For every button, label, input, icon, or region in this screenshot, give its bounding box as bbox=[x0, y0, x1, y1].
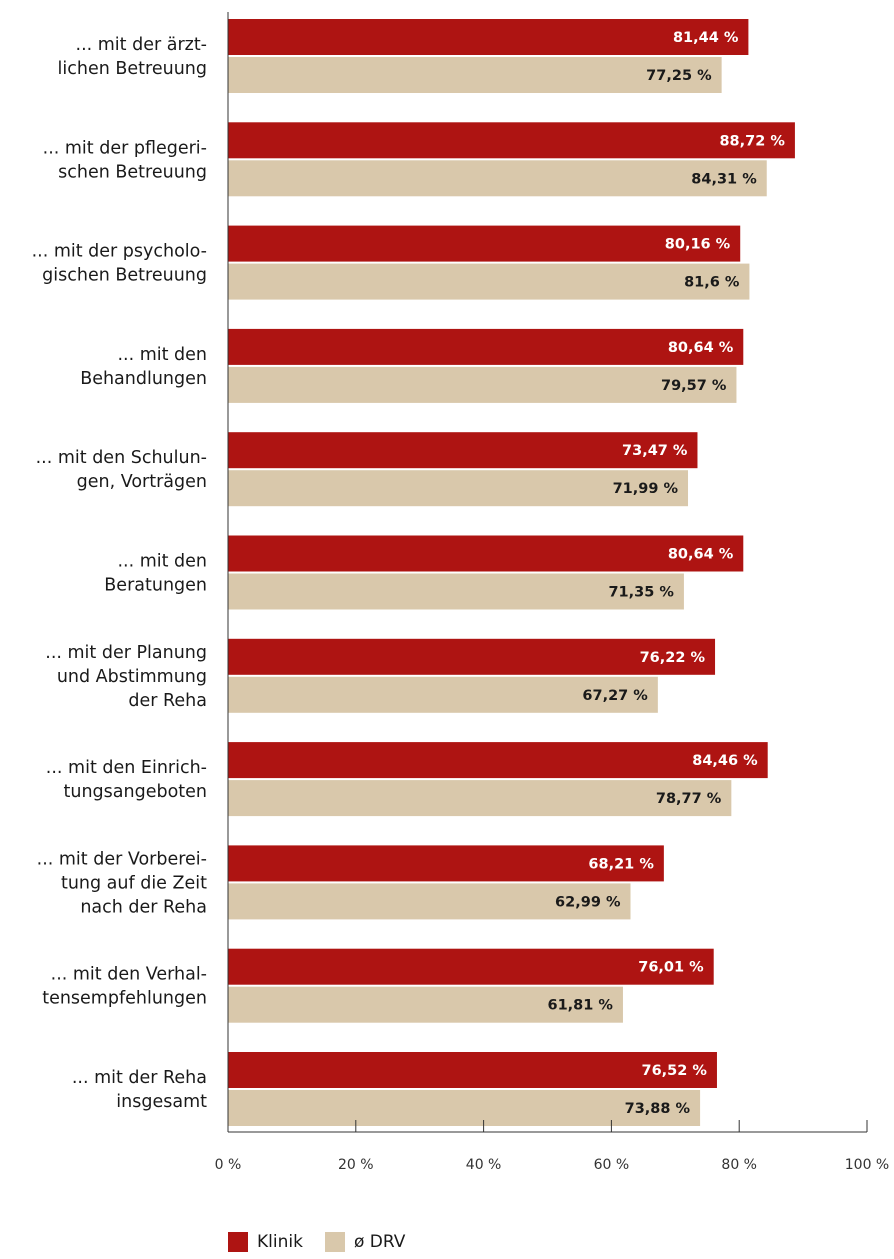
value-label-drv-10: 61,81 % bbox=[548, 998, 614, 1014]
bar-chart: 81,44 % 77,25 % ... mit der ärzt-lichen Be… bbox=[32, 12, 889, 1173]
category-label-5-line-1: ... mit den Schulun- bbox=[36, 448, 207, 468]
bar-klinik-2 bbox=[228, 122, 795, 159]
bar-klinik-8 bbox=[228, 742, 768, 779]
category-label-9-line-2: tung auf die Zeit bbox=[61, 873, 207, 893]
bar-drv-4 bbox=[228, 366, 737, 403]
category-label-3-line-2: gischen Betreuung bbox=[42, 266, 207, 286]
x-tick-label-100: 100 % bbox=[845, 1157, 889, 1173]
category-label-2-line-2: schen Betreuung bbox=[58, 162, 207, 182]
category-label-4-line-1: ... mit den bbox=[117, 345, 207, 365]
value-label-klinik-6: 80,64 % bbox=[668, 547, 734, 563]
value-label-klinik-7: 76,22 % bbox=[640, 650, 706, 666]
category-label-2-line-1: ... mit der pflegeri- bbox=[43, 138, 207, 158]
bar-drv-5 bbox=[228, 470, 689, 507]
bar-drv-8 bbox=[228, 780, 732, 817]
bar-drv-6 bbox=[228, 573, 684, 610]
bar-drv-11 bbox=[228, 1090, 701, 1126]
bar-drv-7 bbox=[228, 676, 658, 713]
value-label-klinik-10: 76,01 % bbox=[638, 960, 704, 976]
value-label-drv-9: 62,99 % bbox=[555, 894, 621, 910]
bar-klinik-10 bbox=[228, 948, 714, 985]
bar-klinik-5 bbox=[228, 432, 698, 469]
x-tick-label-60: 60 % bbox=[594, 1157, 630, 1173]
value-label-klinik-9: 68,21 % bbox=[588, 856, 654, 872]
category-label-7-line-3: der Reha bbox=[128, 691, 207, 711]
value-label-klinik-11: 76,52 % bbox=[642, 1063, 708, 1079]
category-label-6-line-1: ... mit den bbox=[117, 552, 207, 572]
legend-label-klinik: Klinik bbox=[257, 1232, 303, 1252]
bar-klinik-9 bbox=[228, 845, 664, 882]
category-label-3-line-1: ... mit der psycholo- bbox=[32, 242, 207, 262]
bar-klinik-11 bbox=[228, 1052, 717, 1088]
category-label-7-line-2: und Abstimmung bbox=[57, 667, 207, 687]
bar-klinik-7 bbox=[228, 638, 716, 675]
value-label-klinik-3: 80,16 % bbox=[665, 237, 731, 253]
legend: Klinik ø DRV bbox=[228, 1232, 427, 1252]
category-label-8-line-1: ... mit den Einrich- bbox=[46, 758, 207, 778]
value-label-drv-4: 79,57 % bbox=[661, 378, 727, 394]
value-label-drv-5: 71,99 % bbox=[613, 481, 679, 497]
value-label-drv-7: 67,27 % bbox=[582, 688, 648, 704]
value-label-drv-2: 84,31 % bbox=[691, 171, 757, 187]
value-label-drv-11: 73,88 % bbox=[625, 1101, 691, 1117]
legend-swatch-klinik bbox=[228, 1232, 248, 1252]
category-label-10-line-1: ... mit den Verhal- bbox=[51, 965, 207, 985]
value-label-drv-3: 81,6 % bbox=[684, 275, 740, 291]
category-label-6-line-2: Beratungen bbox=[104, 576, 207, 596]
category-label-5-line-2: gen, Vorträgen bbox=[77, 472, 207, 492]
bar-drv-1 bbox=[228, 57, 722, 93]
category-label-8-line-2: tungsangeboten bbox=[64, 782, 208, 802]
bar-klinik-4 bbox=[228, 328, 744, 365]
value-label-drv-6: 71,35 % bbox=[608, 585, 674, 601]
category-label-4-line-2: Behandlungen bbox=[80, 369, 207, 389]
bar-klinik-1 bbox=[228, 19, 749, 55]
category-label-9-line-1: ... mit der Vorberei- bbox=[37, 849, 207, 869]
category-label-7-line-1: ... mit der Planung bbox=[45, 643, 207, 663]
category-label-1-line-2: lichen Betreuung bbox=[58, 59, 207, 79]
category-label-1-line-1: ... mit der ärzt- bbox=[76, 35, 208, 55]
bar-drv-10 bbox=[228, 986, 623, 1023]
category-label-11-line-1: ... mit der Reha bbox=[72, 1068, 207, 1088]
x-tick-label-40: 40 % bbox=[466, 1157, 502, 1173]
category-label-11-line-2: insgesamt bbox=[116, 1092, 207, 1112]
legend-swatch-drv bbox=[324, 1232, 345, 1252]
legend-label-drv: ø DRV bbox=[353, 1232, 406, 1252]
x-tick-label-0: 0 % bbox=[215, 1157, 242, 1173]
bar-drv-9 bbox=[228, 883, 631, 920]
value-label-drv-8: 78,77 % bbox=[656, 791, 722, 807]
value-label-klinik-8: 84,46 % bbox=[692, 753, 758, 769]
value-label-klinik-4: 80,64 % bbox=[668, 340, 734, 356]
bar-klinik-6 bbox=[228, 535, 744, 572]
bar-drv-2 bbox=[228, 160, 767, 197]
value-label-klinik-5: 73,47 % bbox=[622, 443, 688, 459]
value-label-klinik-1: 81,44 % bbox=[673, 30, 739, 46]
category-label-10-line-2: tensempfehlungen bbox=[42, 989, 207, 1009]
x-tick-label-80: 80 % bbox=[721, 1157, 757, 1173]
bar-klinik-3 bbox=[228, 225, 741, 262]
x-tick-label-20: 20 % bbox=[338, 1157, 374, 1173]
value-label-klinik-2: 88,72 % bbox=[719, 133, 785, 149]
category-label-9-line-3: nach der Reha bbox=[80, 897, 207, 917]
legend-item-klinik: Klinik bbox=[228, 1232, 303, 1252]
value-label-drv-1: 77,25 % bbox=[646, 68, 712, 84]
bar-drv-3 bbox=[228, 263, 750, 300]
legend-item-drv: ø DRV bbox=[324, 1232, 406, 1252]
